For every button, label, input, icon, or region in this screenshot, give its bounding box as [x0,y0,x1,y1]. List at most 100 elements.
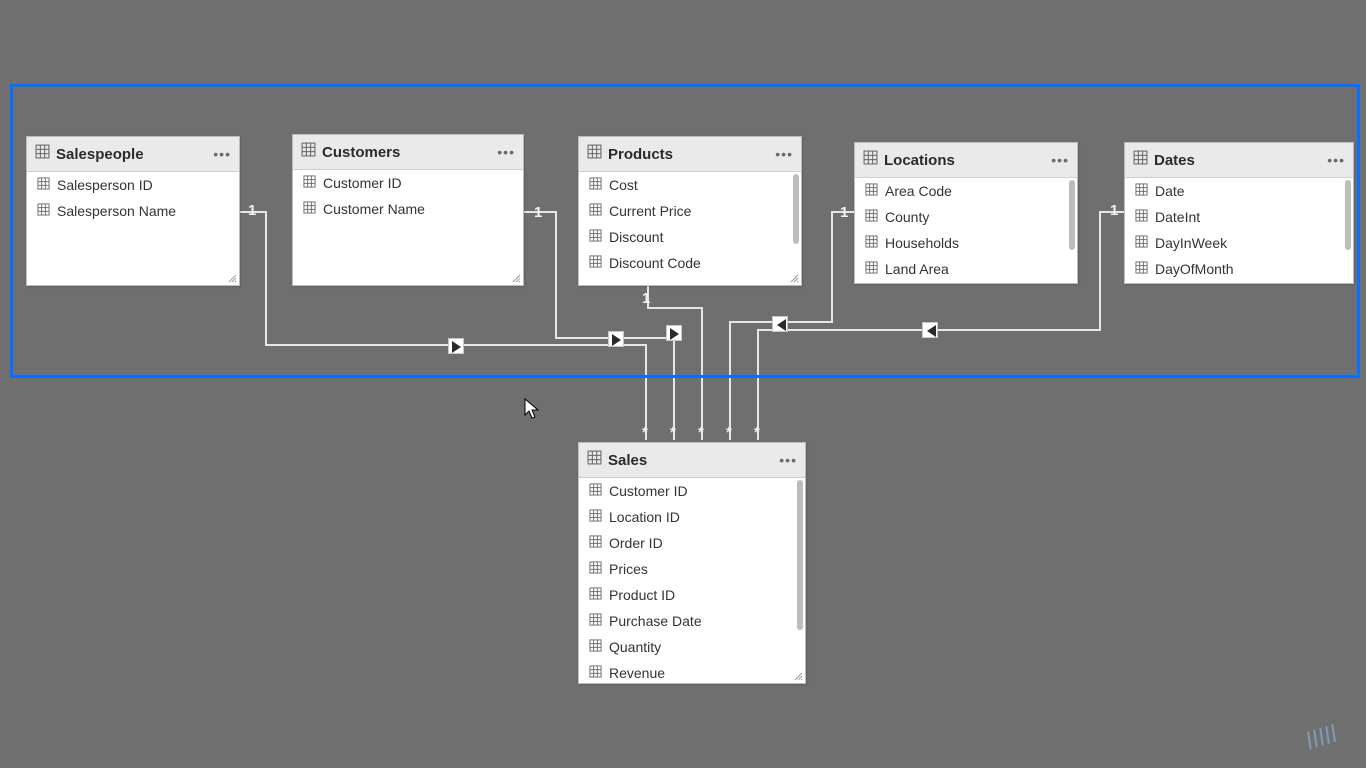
field-icon [589,535,602,551]
field-item[interactable]: Quantity [579,634,805,660]
table-menu-icon[interactable]: ••• [497,144,515,160]
field-item[interactable]: Product ID [579,582,805,608]
field-label: Date [1155,183,1185,199]
resize-handle[interactable] [793,671,803,681]
resize-handle[interactable] [789,273,799,283]
field-label: Quantity [609,639,661,655]
field-label: Customer Name [323,201,425,217]
field-icon [865,183,878,199]
table-menu-icon[interactable]: ••• [775,146,793,162]
field-item[interactable]: Salesperson Name [27,198,239,224]
resize-handle[interactable] [511,273,521,283]
filter-direction-arrow[interactable] [772,316,788,332]
field-item[interactable]: Revenue [579,660,805,684]
field-item[interactable]: DayOfMonth [1125,256,1353,282]
table-menu-icon[interactable]: ••• [1051,152,1069,168]
cardinality-label: * [726,424,732,441]
field-item[interactable]: Discount Code [579,250,801,276]
field-label: Area Code [885,183,952,199]
field-item[interactable]: Salesperson ID [27,172,239,198]
field-label: Salesperson ID [57,177,153,193]
filter-direction-arrow[interactable] [922,322,938,338]
table-menu-icon[interactable]: ••• [213,146,231,162]
field-list: Date DateInt DayInWeek DayOfMonth [1125,178,1353,284]
field-icon [303,201,316,217]
table-sales[interactable]: Sales•••Customer IDLocation ID Order ID Pr… [578,442,806,684]
field-icon [865,261,878,277]
field-list: Area Code County Households Land Area [855,178,1077,284]
field-icon [37,177,50,193]
table-customers[interactable]: Customers•••Customer IDCustomer Name [292,134,524,286]
table-header[interactable]: Sales••• [579,443,805,478]
scrollbar-thumb[interactable] [793,174,799,244]
field-label: County [885,209,929,225]
cardinality-label: 1 [642,290,650,307]
table-locations[interactable]: Locations••• Area Code County Households Lan… [854,142,1078,284]
field-label: Prices [609,561,648,577]
table-icon [587,450,602,470]
field-item[interactable]: Customer ID [579,478,805,504]
scrollbar-thumb[interactable] [1345,180,1351,250]
table-title: Locations [884,152,1051,169]
table-header[interactable]: Customers••• [293,135,523,170]
scrollbar-thumb[interactable] [1069,180,1075,250]
mouse-cursor [524,398,540,420]
field-item[interactable]: County [855,204,1077,230]
field-list: Customer ID Customer Name [293,170,523,286]
field-item[interactable]: Order ID [579,530,805,556]
field-icon [37,203,50,219]
table-title: Customers [322,144,497,161]
field-icon [1135,183,1148,199]
field-item[interactable]: Location ID [579,504,805,530]
field-item[interactable]: Discount [579,224,801,250]
field-item[interactable]: Purchase Date [579,608,805,634]
field-item[interactable]: Customer ID [293,170,523,196]
table-header[interactable]: Dates••• [1125,143,1353,178]
scrollbar-thumb[interactable] [797,480,803,630]
field-icon [589,561,602,577]
field-list: Salesperson ID Salesperson Name [27,172,239,286]
field-label: DayInWeek [1155,235,1227,251]
cardinality-label: * [670,424,676,441]
table-icon [587,144,602,164]
field-item[interactable]: DateInt [1125,204,1353,230]
cardinality-label: 1 [248,202,256,219]
field-item[interactable]: DayInWeek [1125,230,1353,256]
field-icon [865,209,878,225]
filter-direction-arrow[interactable] [608,331,624,347]
field-item[interactable]: Customer Name [293,196,523,222]
table-products[interactable]: Products•••CostCurrent PriceDiscountDisc… [578,136,802,286]
field-item[interactable]: Cost [579,172,801,198]
field-icon [865,235,878,251]
field-item[interactable]: Current Price [579,198,801,224]
field-icon [1135,209,1148,225]
field-icon [589,177,602,193]
field-item[interactable]: Area Code [855,178,1077,204]
field-item[interactable]: Prices [579,556,805,582]
table-header[interactable]: Locations••• [855,143,1077,178]
table-title: Dates [1154,152,1327,169]
field-icon [589,255,602,271]
field-icon [589,587,602,603]
table-header[interactable]: Salespeople••• [27,137,239,172]
cardinality-label: * [698,424,704,441]
resize-handle[interactable] [227,273,237,283]
filter-direction-arrow[interactable] [666,325,682,341]
filter-direction-arrow[interactable] [448,338,464,354]
cardinality-label: 1 [534,204,542,221]
table-dates[interactable]: Dates••• Date DateInt DayInWeek DayOfMonth [1124,142,1354,284]
field-icon [589,203,602,219]
field-label: DayOfMonth [1155,261,1234,277]
field-list: Customer IDLocation ID Order ID Prices Prod… [579,478,805,684]
field-item[interactable]: Date [1125,178,1353,204]
table-menu-icon[interactable]: ••• [1327,152,1345,168]
table-salespeople[interactable]: Salespeople•••Salesperson IDSalesperson … [26,136,240,286]
table-menu-icon[interactable]: ••• [779,452,797,468]
field-label: Households [885,235,959,251]
field-item[interactable]: Land Area [855,256,1077,282]
field-icon [589,483,602,499]
field-label: Order ID [609,535,663,551]
field-icon [589,613,602,629]
table-header[interactable]: Products••• [579,137,801,172]
field-item[interactable]: Households [855,230,1077,256]
